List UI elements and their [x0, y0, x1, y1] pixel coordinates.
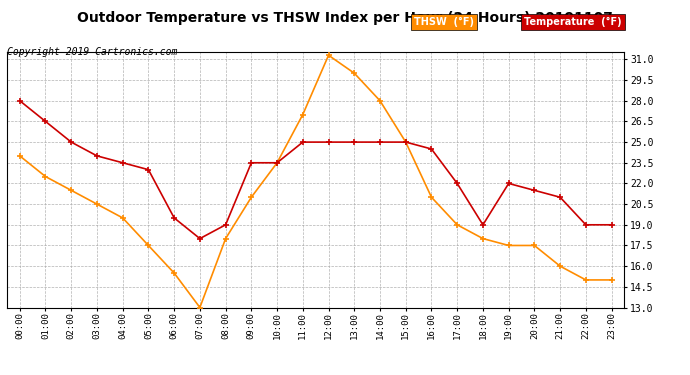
Text: Outdoor Temperature vs THSW Index per Hour (24 Hours) 20191107: Outdoor Temperature vs THSW Index per Ho… — [77, 11, 613, 25]
Text: THSW  (°F): THSW (°F) — [414, 17, 474, 27]
Text: Copyright 2019 Cartronics.com: Copyright 2019 Cartronics.com — [7, 47, 177, 57]
Text: Temperature  (°F): Temperature (°F) — [524, 17, 622, 27]
